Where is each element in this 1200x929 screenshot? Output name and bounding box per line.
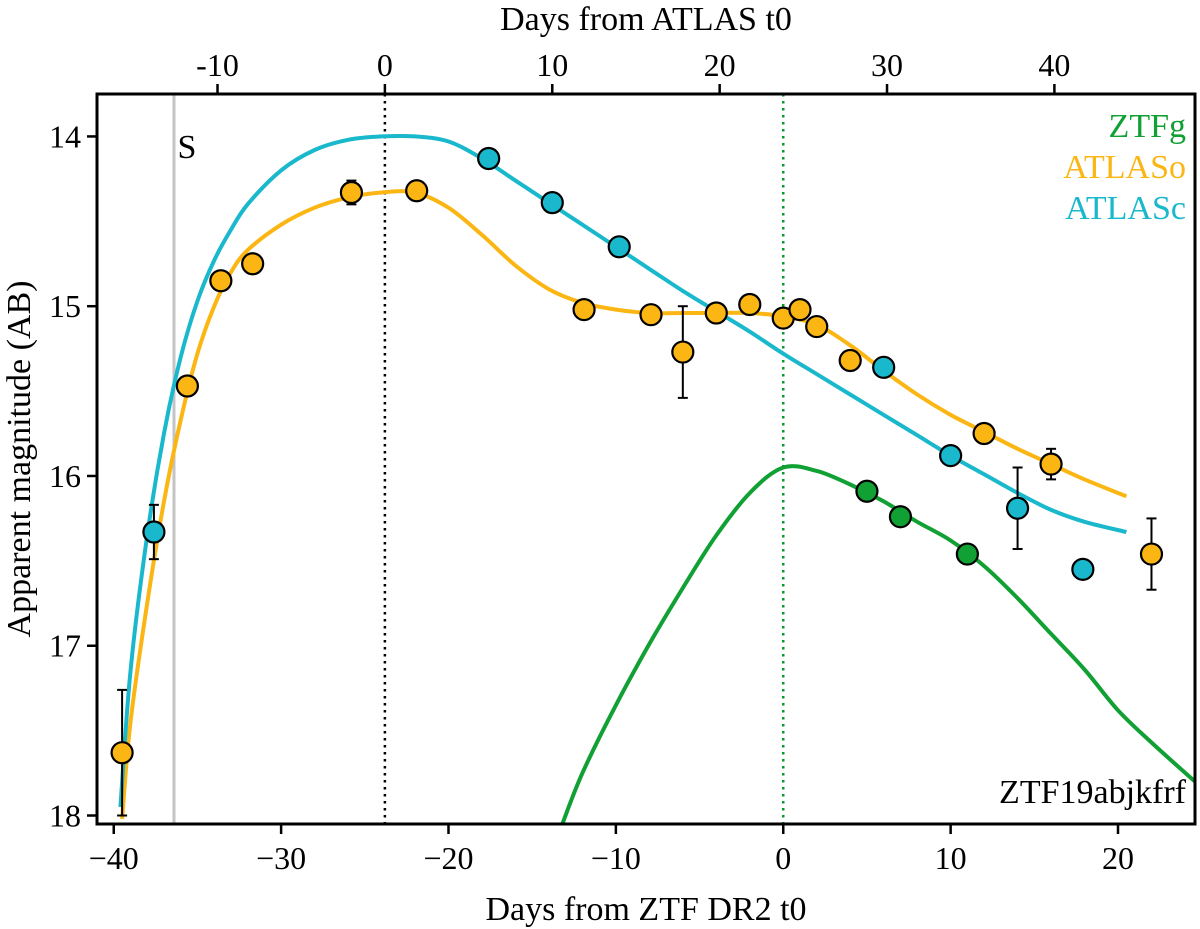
x-tick-label-3: −10 bbox=[591, 840, 641, 876]
x2-tick-label-0: -10 bbox=[196, 47, 239, 83]
x2-tick-label-4: 30 bbox=[871, 47, 903, 83]
point-atlaso-12 bbox=[788, 298, 812, 322]
x-tick-label-6: 20 bbox=[1102, 840, 1134, 876]
error-bars bbox=[117, 179, 1157, 817]
y-tick-label-4: 18 bbox=[49, 798, 81, 834]
point-atlasc-0 bbox=[142, 520, 166, 544]
point-atlaso-8 bbox=[671, 340, 695, 364]
x-tick-label-4: 0 bbox=[775, 840, 791, 876]
x2-axis-title: Days from ATLAS t0 bbox=[500, 1, 792, 38]
x2-tick-label-1: 0 bbox=[377, 47, 393, 83]
point-atlaso-13 bbox=[805, 314, 829, 339]
point-atlasc-7 bbox=[1071, 557, 1095, 581]
point-atlaso-4 bbox=[339, 180, 364, 205]
vertical-reference-lines bbox=[172, 94, 785, 824]
point-atlaso-3 bbox=[241, 252, 265, 276]
object-name-label: ZTF19abjkfrf bbox=[999, 774, 1187, 811]
x-tick-label-0: −40 bbox=[89, 840, 139, 876]
point-atlaso-14 bbox=[838, 348, 862, 373]
x2-tick-label-3: 20 bbox=[704, 47, 736, 83]
axes: −40 −30 −20 −10 0 10 20 -10 0 10 20 30 40 14 15 16 17 18 bbox=[49, 47, 1134, 876]
point-atlaso-16 bbox=[1039, 452, 1063, 476]
point-atlaso-9 bbox=[704, 301, 728, 325]
x-tick-label-5: 10 bbox=[935, 840, 967, 876]
point-atlasc-4 bbox=[872, 355, 896, 379]
point-atlaso-15 bbox=[972, 421, 996, 446]
point-ztfg-0 bbox=[855, 479, 879, 503]
plot-frame bbox=[95, 92, 1197, 826]
y-tick-label-0: 14 bbox=[49, 118, 81, 154]
x-axis-title: Days from ZTF DR2 t0 bbox=[485, 891, 806, 928]
point-atlaso-1 bbox=[175, 374, 199, 398]
y-axis-title: Apparent magnitude (AB) bbox=[1, 281, 38, 638]
model-curves bbox=[118, 133, 1195, 824]
point-atlaso-7 bbox=[639, 303, 663, 327]
x2-tick-label-5: 40 bbox=[1038, 47, 1070, 83]
model-curve-ztfg bbox=[560, 464, 1195, 824]
legend-entry-atlasc: ATLASc bbox=[1065, 190, 1186, 227]
point-atlasc-2 bbox=[540, 191, 564, 215]
point-atlaso-6 bbox=[572, 298, 596, 322]
model-curve-atlasc bbox=[118, 133, 1127, 808]
point-atlaso-17 bbox=[1139, 542, 1164, 566]
y-tick-label-3: 17 bbox=[49, 628, 81, 664]
point-atlaso-5 bbox=[405, 179, 429, 203]
point-atlasc-1 bbox=[477, 146, 501, 171]
point-atlaso-2 bbox=[209, 269, 233, 293]
supernova-marker-label: S bbox=[178, 129, 197, 166]
legend-entry-ztfg: ZTFg bbox=[1109, 108, 1186, 145]
point-atlasc-6 bbox=[1005, 496, 1030, 520]
point-ztfg-2 bbox=[955, 542, 979, 566]
y-tick-label-2: 16 bbox=[49, 458, 81, 494]
point-atlasc-5 bbox=[939, 444, 963, 468]
x-tick-label-2: −20 bbox=[423, 840, 473, 876]
legend-entry-atlaso: ATLASo bbox=[1063, 149, 1186, 186]
point-atlaso-0 bbox=[110, 741, 134, 765]
point-atlaso-10 bbox=[738, 292, 762, 317]
y-tick-label-1: 15 bbox=[49, 288, 81, 324]
data-points bbox=[110, 146, 1164, 765]
x-tick-label-1: −30 bbox=[256, 840, 306, 876]
x2-tick-label-2: 10 bbox=[536, 47, 568, 83]
legend: ZTFg ATLASo ATLASc bbox=[1063, 108, 1186, 227]
model-curve-atlaso bbox=[120, 189, 1128, 820]
point-atlasc-3 bbox=[607, 235, 631, 259]
point-ztfg-1 bbox=[888, 505, 913, 529]
